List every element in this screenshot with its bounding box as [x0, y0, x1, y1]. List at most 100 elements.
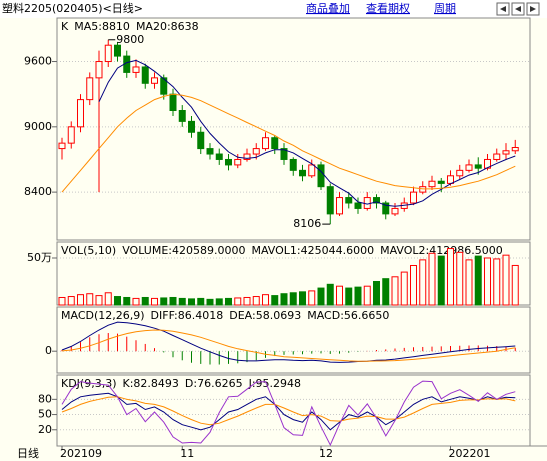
overlay-button[interactable]: 商品叠加 — [306, 1, 350, 15]
volume-bar — [178, 297, 186, 306]
volume-bar — [114, 296, 121, 306]
legend-entry: MAVOL2:412986.5000 — [380, 244, 503, 257]
legend-entry: DIFF:86.4018 — [151, 309, 224, 322]
candle-body — [511, 147, 519, 152]
icon-arrow — [500, 6, 506, 12]
volume-bar — [280, 293, 288, 306]
candle-body — [391, 207, 399, 215]
panel-frame — [56, 306, 531, 374]
window-title: 塑料2205(020405)<日线> — [2, 1, 143, 15]
panel-frame — [56, 374, 531, 447]
series-line — [61, 392, 516, 431]
volume-bar — [271, 295, 279, 306]
candle-body — [132, 66, 140, 73]
y-tick-label: 9600 — [24, 55, 52, 68]
legend-entry: MACD(12,26,9) — [61, 309, 145, 322]
candle-body — [456, 169, 464, 177]
y-tick-label: 50万 — [27, 251, 52, 264]
annotation: 8106 — [293, 217, 321, 230]
volume-bar — [465, 259, 473, 306]
volume-bar — [382, 278, 390, 306]
volume-bar — [67, 296, 75, 306]
candle-body — [114, 44, 121, 57]
candle-body — [197, 131, 205, 150]
period-label: 日线 — [17, 446, 39, 460]
x-tick-label: 202201 — [449, 447, 491, 460]
volume-bar — [169, 296, 177, 306]
volume-bar — [243, 296, 251, 306]
legend-entry: MACD:56.6650 — [307, 309, 389, 322]
volume-bar — [151, 297, 158, 306]
candle-body — [67, 126, 75, 144]
candle-body — [77, 99, 84, 128]
x-tick-label: 11 — [180, 447, 194, 460]
legend-entry: VOLUME:420589.0000 — [122, 244, 245, 257]
volume-bar — [58, 296, 66, 306]
candle-body — [382, 202, 390, 215]
volume-bar — [447, 248, 454, 306]
candle-body — [373, 197, 380, 204]
series-line — [61, 93, 516, 193]
volume-bar — [502, 254, 510, 306]
volume-bar — [77, 294, 84, 306]
volume-bar — [206, 298, 214, 306]
candle-body — [206, 148, 214, 155]
volume-bar — [289, 292, 297, 306]
candle-body — [188, 120, 195, 133]
volume-bar — [252, 296, 260, 306]
series-line — [61, 329, 516, 362]
volume-bar — [234, 297, 242, 306]
volume-bar — [493, 258, 501, 306]
candle-body — [308, 164, 316, 177]
candle-body — [141, 66, 149, 84]
volume-bar — [373, 280, 380, 306]
options-button[interactable]: 查看期权 — [366, 1, 410, 15]
nav-icons — [496, 2, 540, 16]
series-line — [61, 321, 516, 363]
y-tick-label: 8400 — [24, 185, 52, 198]
candle-body — [428, 180, 436, 188]
volume-bar — [484, 257, 491, 306]
candle-body — [447, 175, 454, 184]
legend-entry: KDJ(9,3,3) — [61, 377, 117, 390]
candle-body — [160, 77, 168, 95]
candle-body — [465, 164, 473, 171]
y-tick-label: 0 — [45, 344, 52, 357]
volume-bar — [474, 255, 482, 306]
volume-bar — [123, 296, 131, 306]
legend-entry: D:76.6265 — [185, 377, 243, 390]
volume-bar — [132, 297, 140, 306]
volume-bar — [299, 291, 306, 306]
annotation: 9800 — [116, 33, 144, 46]
series-line — [61, 396, 516, 426]
x-tick-label: 12 — [319, 447, 333, 460]
candle-body — [243, 153, 251, 160]
series-line — [98, 59, 516, 207]
panel-frame — [56, 17, 531, 241]
candle-body — [234, 158, 242, 166]
volume-bar — [437, 255, 445, 306]
candle-body — [354, 202, 362, 209]
volume-bar — [160, 297, 168, 306]
candle-body — [345, 197, 353, 204]
volume-bar — [104, 292, 112, 306]
legend-entry: MAVOL1:425044.6000 — [251, 244, 374, 257]
candle-body — [271, 137, 279, 150]
legend-entry: VOL(5,10) — [61, 244, 116, 257]
volume-bar — [391, 276, 399, 306]
series-line — [61, 380, 516, 447]
candle-body — [262, 137, 269, 150]
legend-entry: J:95.2948 — [248, 377, 301, 390]
volume-bar — [188, 298, 195, 306]
candle-body — [474, 164, 482, 169]
volume-bar — [197, 297, 205, 306]
legend-entry: K:82.8493 — [123, 377, 179, 390]
y-tick-label: 80 — [38, 392, 52, 405]
candle-body — [502, 150, 510, 155]
candle-body — [299, 169, 306, 177]
candle-body — [151, 77, 158, 84]
volume-bar — [410, 265, 417, 306]
candle-body — [225, 158, 232, 166]
period-button[interactable]: 周期 — [434, 2, 456, 15]
volume-bar — [308, 290, 316, 306]
